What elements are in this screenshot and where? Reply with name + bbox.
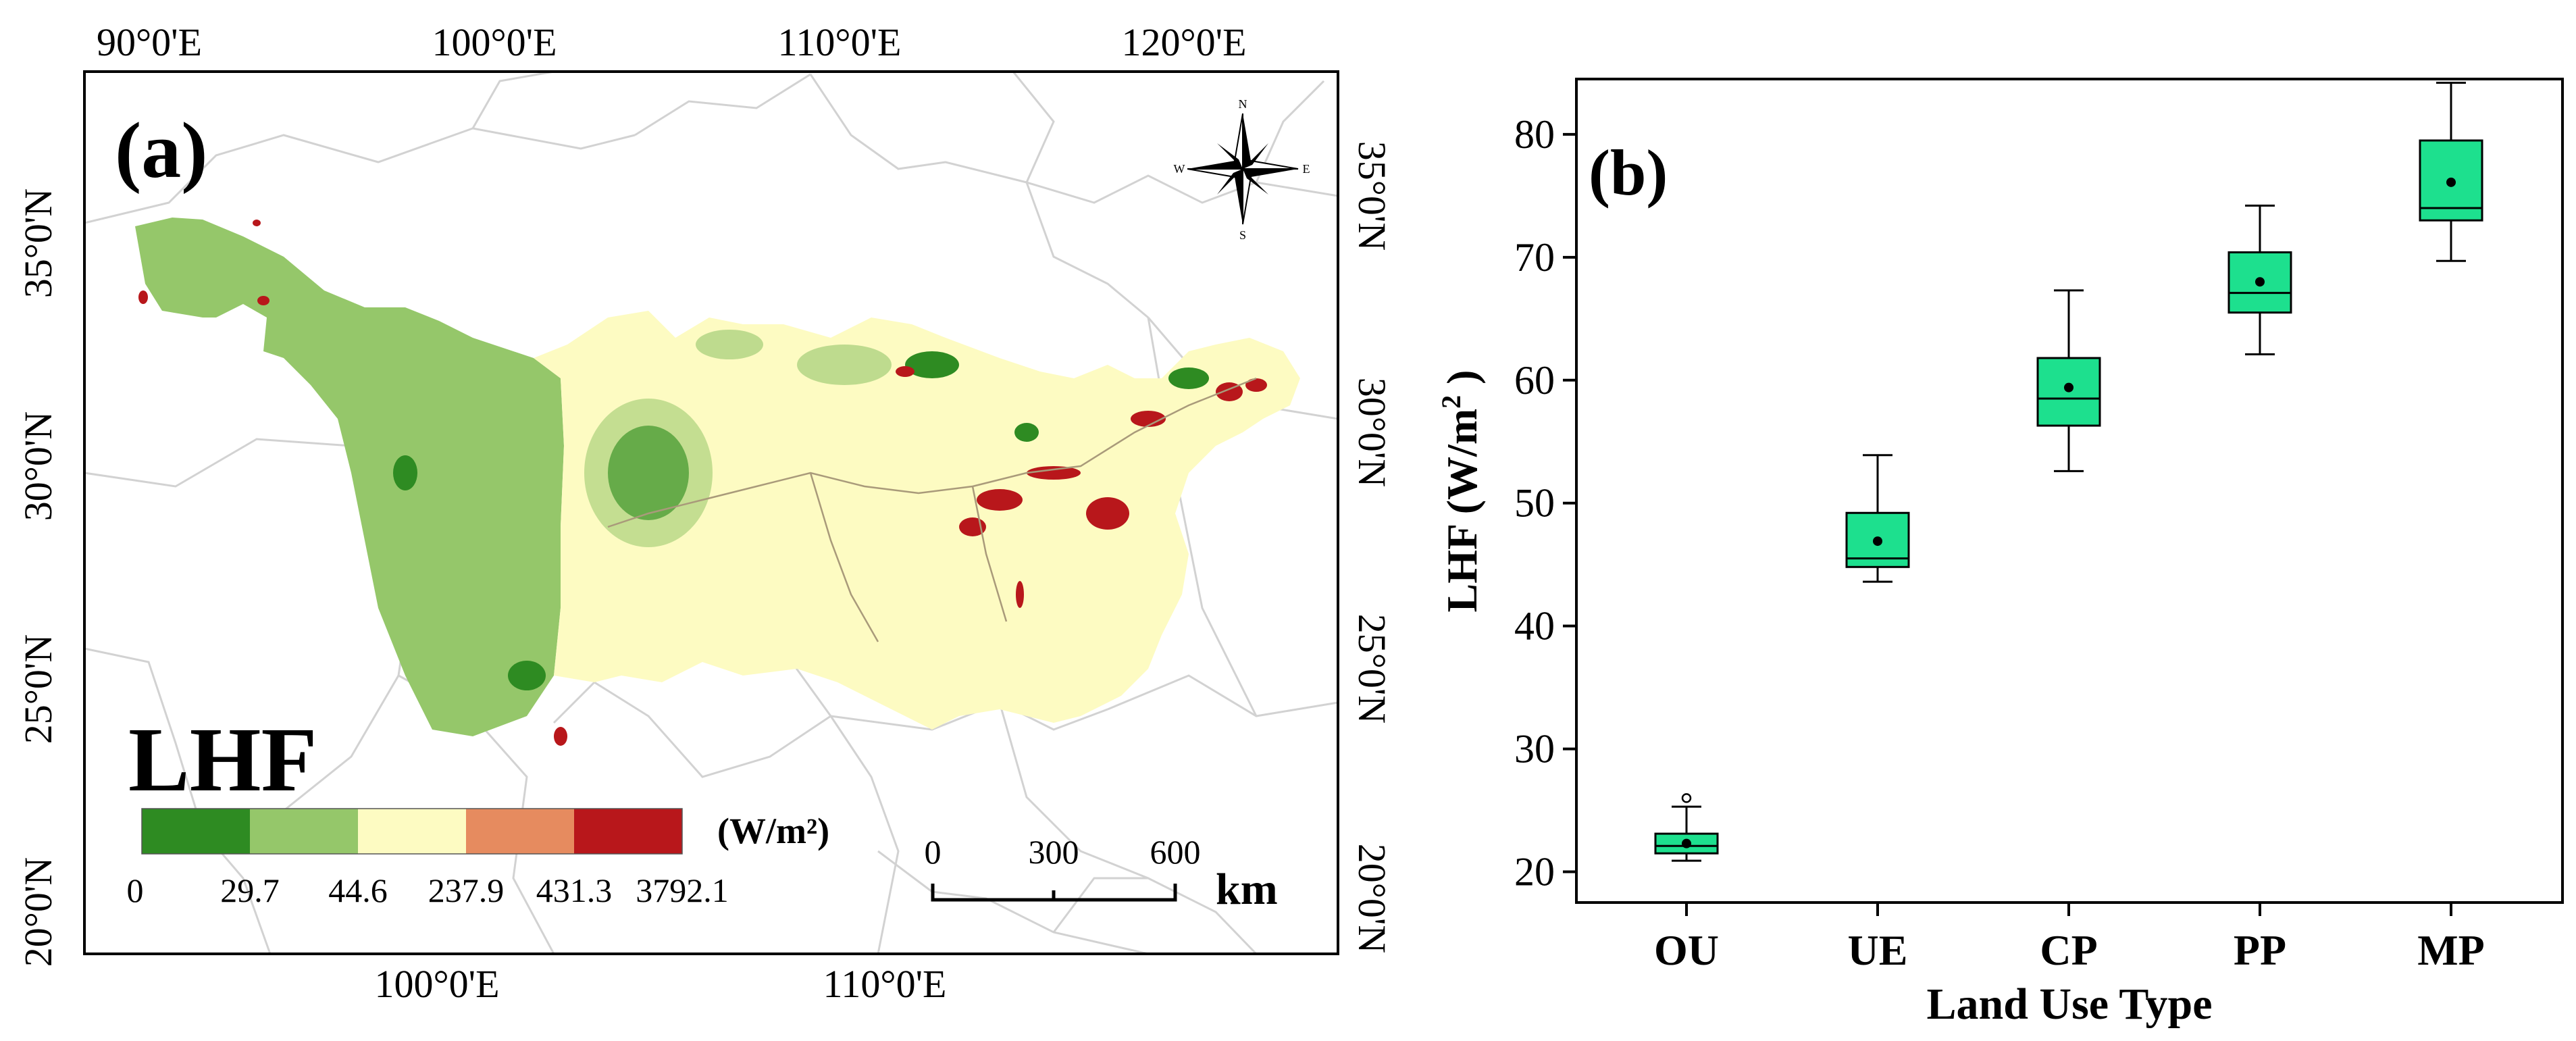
legend: 0 29.7 44.6 237.9 431.3 3792.1 (W/m²) [127,808,829,909]
scale-tick-label: 0 [925,833,942,871]
x-axis-title: Land Use Type [1926,980,2212,1029]
scale-unit: km [1216,865,1278,914]
legend-break-label: 237.9 [428,871,505,909]
panel-b-label: (b) [1589,136,1668,209]
box-ou [1654,793,1719,862]
variable-title: LHF [128,709,317,811]
panel-a-label: (a) [115,106,208,195]
south-label: S [1239,228,1246,242]
outlier-point [1681,793,1692,803]
box-ue [1845,454,1910,583]
legend-swatch [250,809,358,854]
map-panel: 90°0'E 100°0'E 110°0'E 120°0'E 100°0'E 1… [16,20,1394,1006]
bottom-lon-label: 100°0'E [374,962,499,1006]
y-tick-label: 50 [1514,481,1555,526]
legend-swatch [466,809,574,854]
y-axis: 20 30 40 50 60 70 80 [1514,112,1576,894]
y-tick-label: 80 [1514,112,1555,157]
box-plot-panel: (b) 20 30 40 50 60 70 80 OU UE CP PP MP LHF (W/m2 … [1436,78,2564,1029]
east-label: E [1303,162,1310,176]
legend-swatch [142,809,250,854]
legend-break-label: 0 [127,871,144,909]
legend-swatch [358,809,466,854]
right-lat-label: 25°0'N [1350,614,1394,724]
box-pp [2227,204,2292,356]
right-lat-label: 20°0'N [1350,844,1394,954]
map-body [84,72,1338,954]
left-lat-label: 35°0'N [16,188,60,299]
left-lat-label: 20°0'N [16,857,60,967]
legend-break-label: 431.3 [536,871,613,909]
north-arrow-icon: N S E W [1174,97,1310,242]
scale-tick-label: 300 [1029,833,1079,871]
right-lat-label: 30°0'N [1350,378,1394,488]
mean-marker [2255,277,2265,287]
bottom-lon-label: 110°0'E [823,962,947,1006]
left-lat-label: 25°0'N [16,634,60,744]
legend-unit: (W/m²) [717,811,829,851]
mean-marker [1682,838,1691,848]
box-cp [2036,289,2101,472]
scale-bar: 0 300 600 km [925,833,1278,914]
scale-tick-label: 600 [1150,833,1201,871]
upper-basin-region [135,218,564,736]
y-tick-label: 20 [1514,850,1555,894]
mean-marker [2446,177,2456,187]
x-tick-label: MP [2417,926,2485,974]
x-tick-label: CP [2040,926,2097,974]
legend-break-label: 3792.1 [636,871,729,909]
north-label: N [1239,97,1247,111]
map-frame [83,70,1339,955]
box-series [1654,81,2483,862]
right-lat-label: 35°0'N [1350,141,1394,251]
rivers [607,377,1257,642]
lower-basin-region [534,311,1300,730]
x-tick-label: UE [1848,926,1908,974]
y-tick-label: 60 [1514,358,1555,403]
west-label: W [1174,162,1185,176]
x-axis: OU UE CP PP MP [1654,903,2485,974]
legend-swatch [574,809,682,854]
top-lon-label: 100°0'E [432,20,557,64]
plot-frame [1575,78,2564,904]
mean-marker [1873,536,1882,547]
y-tick-label: 70 [1514,235,1555,280]
light-vegetation-patches [584,330,892,547]
x-tick-label: PP [2234,926,2286,974]
top-lon-label: 110°0'E [778,20,902,64]
mean-marker [2064,382,2073,392]
left-lat-label: 30°0'N [16,411,60,522]
box-iqr [1654,832,1719,855]
x-tick-label: OU [1654,926,1719,974]
legend-break-label: 29.7 [220,871,280,909]
y-tick-label: 30 [1514,727,1555,771]
y-axis-title: LHF (W/m2 ) [1436,370,1486,613]
top-lon-label: 120°0'E [1121,20,1246,64]
legend-break-label: 44.6 [328,871,388,909]
y-tick-label: 40 [1514,604,1555,649]
box-mp [2419,81,2483,262]
top-lon-label: 90°0'E [97,20,202,64]
